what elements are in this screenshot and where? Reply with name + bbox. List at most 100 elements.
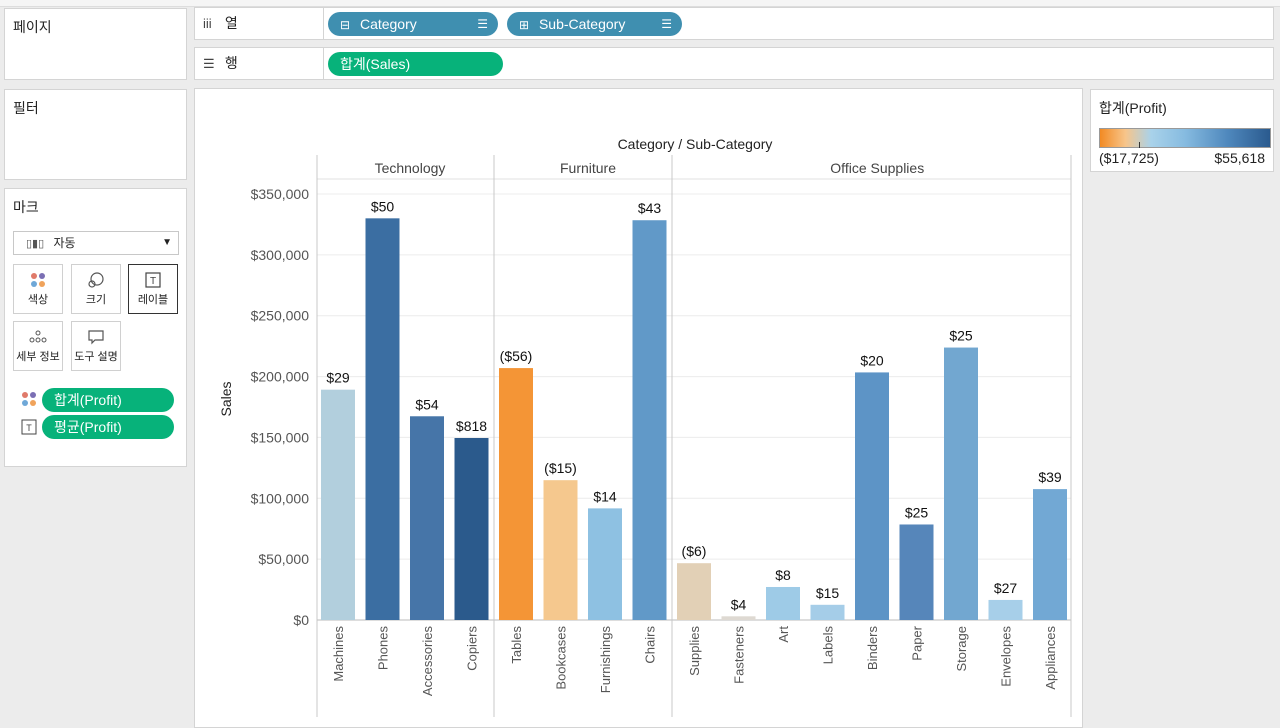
- bar-machines: [321, 389, 355, 620]
- x-tick-label: Supplies: [687, 626, 702, 676]
- data-label: $818: [456, 418, 487, 434]
- tooltip-bubble-icon: [72, 322, 120, 348]
- x-tick-label: Appliances: [1043, 626, 1058, 690]
- detail-button-label: 세부 정보: [16, 351, 60, 363]
- filters-title: 필터: [13, 100, 39, 116]
- y-tick-label: $300,000: [251, 247, 310, 263]
- y-tick-label: $100,000: [251, 490, 310, 506]
- color-profit-pill-label: 합계(Profit): [54, 392, 122, 408]
- bar-paper: [899, 524, 934, 620]
- category-pill-label: Category: [359, 16, 417, 32]
- data-label: $39: [1038, 469, 1062, 485]
- bar-chart[interactable]: Category / Sub-Category $0 $50,000 $100,000…: [195, 89, 1084, 723]
- expand-icon: ⊞: [519, 18, 530, 32]
- bar-binders: [855, 372, 889, 620]
- x-tick-label: Paper: [910, 625, 925, 660]
- x-tick-label: Storage: [954, 626, 969, 672]
- collapse-icon: ⊟: [340, 18, 351, 32]
- size-icon: [72, 265, 120, 291]
- columns-icon: iii: [203, 16, 212, 31]
- color-dots-icon: [14, 265, 62, 291]
- color-button[interactable]: 색상: [13, 264, 63, 314]
- rows-icon: ☰: [203, 56, 215, 71]
- data-label: ($6): [682, 543, 707, 559]
- sales-pill[interactable]: 합계(Sales): [328, 52, 503, 76]
- x-tick-label: Labels: [821, 626, 836, 665]
- data-label: $4: [731, 596, 747, 612]
- rows-shelf[interactable]: ☰ 행 합계(Sales): [194, 47, 1274, 80]
- y-tick-label: $200,000: [251, 369, 310, 385]
- shelf-divider: [323, 8, 324, 39]
- color-button-label: 색상: [27, 294, 49, 306]
- rows-shelf-title: ☰ 행: [203, 48, 238, 78]
- columns-shelf[interactable]: iii 열 ⊟ Category ☰ ⊞ Sub-Category ☰: [194, 7, 1274, 40]
- bar-appliances: [1033, 489, 1067, 620]
- color-profit-pill[interactable]: 합계(Profit): [42, 388, 174, 412]
- bar-fasteners: [721, 616, 756, 620]
- bar-phones: [365, 218, 400, 620]
- sales-pill-label: 합계(Sales): [340, 56, 411, 72]
- bar-chairs: [632, 220, 667, 620]
- pages-title: 페이지: [13, 19, 52, 35]
- text-label-icon: T: [129, 265, 177, 291]
- x-tick-label: Machines: [331, 626, 346, 682]
- x-tick-label: Copiers: [465, 626, 480, 671]
- detail-button[interactable]: 세부 정보: [13, 321, 63, 371]
- chart-view[interactable]: Category / Sub-Category $0 $50,000 $100,000…: [194, 88, 1083, 728]
- tooltip-button-label: 도구 설명: [74, 351, 118, 363]
- data-label: $43: [638, 200, 662, 216]
- data-label: $15: [816, 585, 840, 601]
- legend-title: 합계(Profit): [1099, 100, 1167, 116]
- svg-text:T: T: [26, 423, 32, 433]
- label-button-label: 레이블: [137, 294, 169, 306]
- chevron-down-icon: ▼: [162, 237, 172, 248]
- x-tick-label: Art: [776, 626, 791, 643]
- label-button[interactable]: T 레이블: [128, 264, 178, 314]
- category-pill[interactable]: ⊟ Category ☰: [328, 12, 498, 36]
- svg-text:T: T: [150, 276, 156, 287]
- x-tick-label: Binders: [865, 626, 880, 671]
- x-tick-label: Chairs: [643, 626, 658, 664]
- x-tick-label: Fasteners: [732, 626, 747, 684]
- sub-category-pill[interactable]: ⊞ Sub-Category ☰: [507, 12, 682, 36]
- bar-chart-icon: ▯▮▯: [26, 238, 45, 250]
- sort-ascending-icon[interactable]: ☰: [661, 17, 672, 31]
- data-label: $25: [949, 328, 973, 344]
- bar-bookcases: [543, 480, 578, 620]
- group-header-office-supplies: Office Supplies: [830, 160, 924, 176]
- chart-title: Category / Sub-Category: [618, 136, 773, 152]
- data-label: $27: [994, 580, 1018, 596]
- detail-dots-icon: [14, 322, 62, 348]
- data-label: $50: [371, 198, 395, 214]
- y-tick-label: $150,000: [251, 429, 310, 445]
- data-label: $14: [593, 488, 617, 504]
- filters-panel[interactable]: 필터: [4, 89, 187, 180]
- y-tick-label: $250,000: [251, 308, 310, 324]
- marks-panel: 마크 ▯▮▯ 자동 ▼ 색상 크기 T 레이블: [4, 188, 187, 467]
- rows-label: 행: [224, 55, 238, 71]
- tooltip-button[interactable]: 도구 설명: [71, 321, 121, 371]
- y-axis-title: Sales: [218, 381, 234, 416]
- marks-title: 마크: [13, 199, 39, 215]
- label-profit-pill-label: 평균(Profit): [54, 419, 122, 435]
- x-tick-label: Phones: [376, 626, 391, 671]
- legend-zero-tick: [1139, 142, 1140, 148]
- y-tick-label: $0: [293, 612, 309, 628]
- label-profit-pill[interactable]: 평균(Profit): [42, 415, 174, 439]
- legend-gradient-bar: [1099, 128, 1271, 148]
- group-header-technology: Technology: [375, 160, 446, 176]
- data-label: $54: [415, 396, 439, 412]
- sort-descending-icon[interactable]: ☰: [477, 17, 488, 31]
- x-tick-label: Tables: [509, 626, 524, 664]
- data-label: ($56): [500, 348, 533, 364]
- size-button-label: 크기: [85, 294, 107, 306]
- size-button[interactable]: 크기: [71, 264, 121, 314]
- profit-color-legend[interactable]: 합계(Profit) ($17,725) $55,618: [1090, 89, 1274, 172]
- bar-envelopes: [988, 599, 1023, 620]
- x-tick-label: Bookcases: [554, 626, 569, 690]
- mark-type-dropdown[interactable]: ▯▮▯ 자동 ▼: [13, 231, 179, 255]
- legend-max-value: $55,618: [1214, 150, 1265, 166]
- x-tick-label: Envelopes: [999, 626, 1014, 687]
- legend-min-value: ($17,725): [1099, 150, 1159, 166]
- x-tick-label: Accessories: [420, 626, 435, 697]
